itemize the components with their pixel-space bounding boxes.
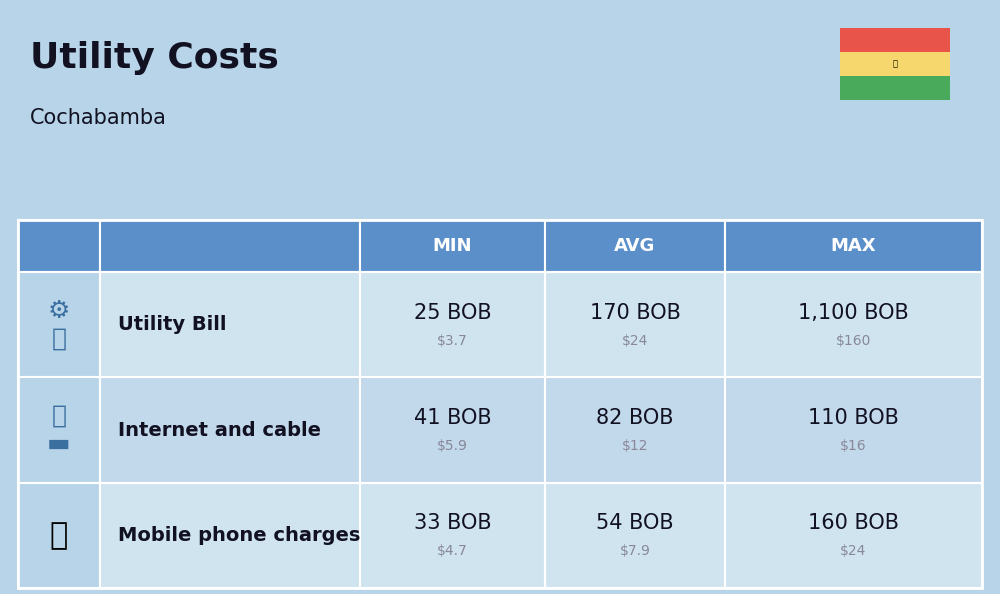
Text: 160 BOB: 160 BOB (808, 513, 899, 533)
Text: 25 BOB: 25 BOB (414, 303, 491, 323)
Text: 📱: 📱 (50, 521, 68, 550)
Text: 82 BOB: 82 BOB (596, 408, 674, 428)
Text: Utility Bill: Utility Bill (118, 315, 226, 334)
Bar (545, 377, 725, 483)
Bar (100, 377, 360, 483)
Text: AVG: AVG (614, 237, 656, 255)
Bar (725, 483, 982, 588)
Bar (360, 272, 545, 377)
Text: 170 BOB: 170 BOB (590, 303, 680, 323)
Bar (100, 483, 360, 588)
Text: MAX: MAX (831, 237, 876, 255)
Text: 110 BOB: 110 BOB (808, 408, 899, 428)
Text: 📶
▬: 📶 ▬ (47, 404, 71, 456)
Bar (18, 220, 982, 588)
Text: $5.9: $5.9 (437, 439, 468, 453)
Text: Utility Costs: Utility Costs (30, 41, 279, 75)
Bar (840, 52, 950, 76)
Bar (840, 28, 950, 52)
Text: $7.9: $7.9 (620, 544, 650, 558)
Bar (18, 220, 100, 272)
Text: Mobile phone charges: Mobile phone charges (118, 526, 360, 545)
Text: 🔵: 🔵 (893, 59, 898, 68)
Bar (840, 76, 950, 100)
Text: $12: $12 (622, 439, 648, 453)
Text: $3.7: $3.7 (437, 334, 468, 347)
Text: ⚙
🔌: ⚙ 🔌 (48, 299, 70, 350)
Text: MIN: MIN (433, 237, 472, 255)
Text: Internet and cable: Internet and cable (118, 421, 321, 440)
Bar (545, 272, 725, 377)
Text: $24: $24 (840, 544, 867, 558)
Bar (360, 220, 545, 272)
Bar (725, 220, 982, 272)
Text: $24: $24 (622, 334, 648, 347)
Bar (725, 272, 982, 377)
Bar (545, 483, 725, 588)
Bar (100, 220, 360, 272)
Text: $16: $16 (840, 439, 867, 453)
Text: 1,100 BOB: 1,100 BOB (798, 303, 909, 323)
Text: Cochabamba: Cochabamba (30, 108, 167, 128)
Bar (360, 377, 545, 483)
Text: 41 BOB: 41 BOB (414, 408, 491, 428)
Bar (100, 272, 360, 377)
Text: 54 BOB: 54 BOB (596, 513, 674, 533)
Bar (360, 483, 545, 588)
Text: $160: $160 (836, 334, 871, 347)
Bar (18, 377, 100, 483)
Text: 33 BOB: 33 BOB (414, 513, 491, 533)
Bar (18, 483, 100, 588)
Bar (545, 220, 725, 272)
Bar (18, 272, 100, 377)
Bar (725, 377, 982, 483)
Text: $4.7: $4.7 (437, 544, 468, 558)
